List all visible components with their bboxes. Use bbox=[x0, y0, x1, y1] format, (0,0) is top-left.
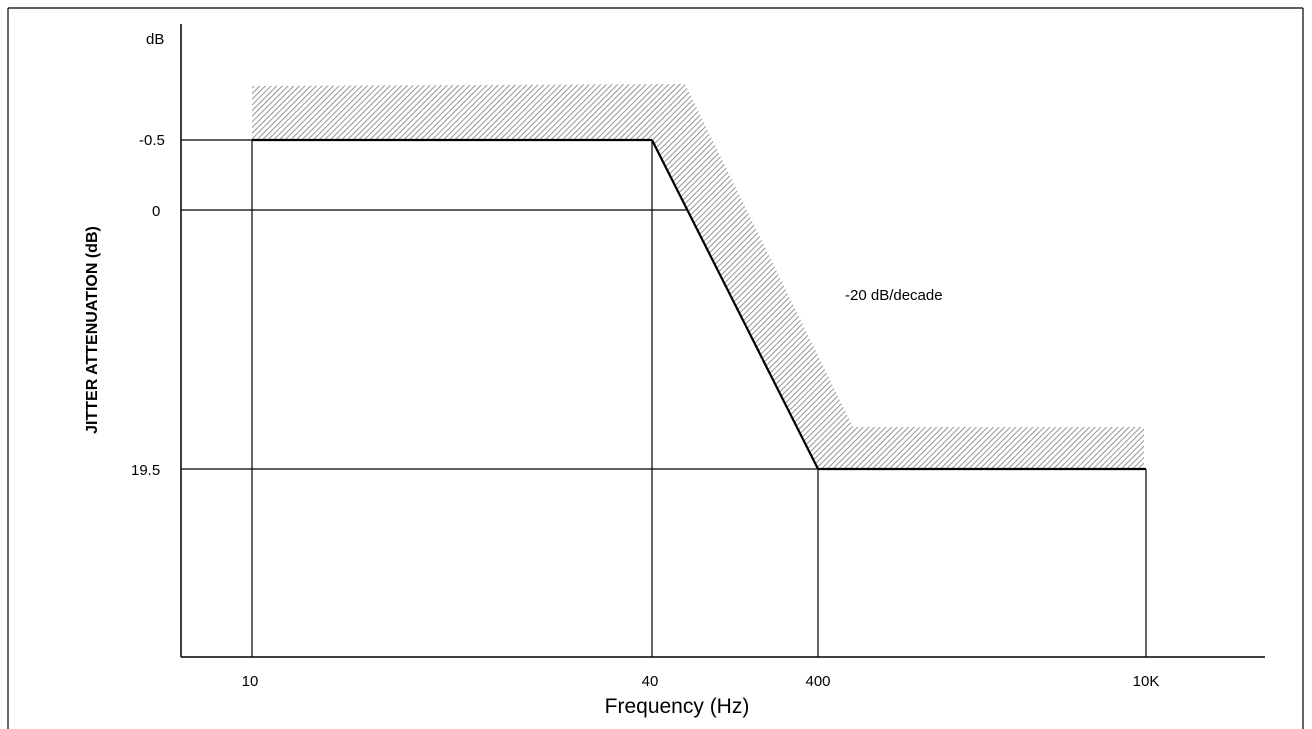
y-tick-label: -0.5 bbox=[139, 132, 165, 149]
y-tick-label: 0 bbox=[152, 203, 160, 220]
x-axis-title: Frequency (Hz) bbox=[605, 695, 750, 718]
x-tick-label: 10 bbox=[242, 673, 259, 690]
series-layer bbox=[252, 138, 1146, 471]
x-tick-label: 10K bbox=[1133, 673, 1160, 690]
y-unit-label: dB bbox=[146, 31, 164, 48]
x-tick-label: 400 bbox=[805, 673, 830, 690]
tolerance-band bbox=[252, 84, 1144, 469]
attenuation-curve-segment bbox=[651, 139, 819, 470]
y-tick-label: 19.5 bbox=[131, 462, 160, 479]
y-axis-title: JITTER ATTENUATION (dB) bbox=[84, 226, 101, 434]
x-tick-label: 40 bbox=[642, 673, 659, 690]
slope-annotation: -20 dB/decade bbox=[845, 287, 943, 304]
